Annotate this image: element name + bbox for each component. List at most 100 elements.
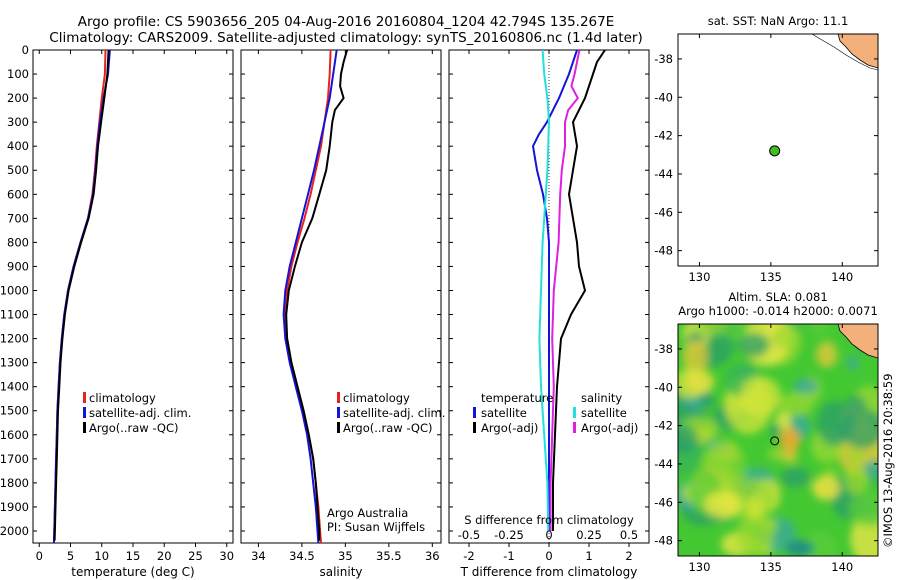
difference-xtick-label: -2 xyxy=(463,549,474,563)
legend-temperature: climatology satellite-adj. clim. Argo(..… xyxy=(83,391,191,435)
depth-tick-label: 700 xyxy=(7,211,29,225)
sla-blob xyxy=(768,447,785,461)
credit-imos: ©IMOS 13-Aug-2016 20:38:59 xyxy=(881,373,895,548)
salinity-diff-tick-label: -0.5 xyxy=(458,528,480,542)
sla-blob xyxy=(809,324,830,335)
legend-label-t-argo: Argo(-adj) xyxy=(481,421,538,435)
sla-blob xyxy=(699,393,716,408)
map-top-ytick-label: -46 xyxy=(654,205,673,219)
map-top-land xyxy=(837,34,878,69)
map-bottom-axes: 130 135 140 -38 -40 -42 -44 -46 -48 xyxy=(654,324,878,574)
difference-series-3 xyxy=(549,50,581,531)
map-top-contour xyxy=(811,34,878,71)
map-top-xtick-label: 140 xyxy=(831,270,853,284)
map-bottom-title1: Altim. SLA: 0.081 xyxy=(728,290,827,304)
sla-blob xyxy=(732,458,748,475)
depth-tick-label: 200 xyxy=(7,91,29,105)
sla-blob xyxy=(693,324,729,336)
map-bottom-xtick-label: 135 xyxy=(760,560,782,574)
sla-blob xyxy=(843,465,869,495)
salinity-xtick-label: 34.5 xyxy=(289,549,315,563)
legend-swatch-climatology xyxy=(83,392,86,403)
sla-blob xyxy=(736,510,774,556)
map-top-float xyxy=(769,145,781,157)
map-bottom-xtick-label: 140 xyxy=(831,560,853,574)
sla-blob-high xyxy=(780,428,800,452)
legend-title-salinity: salinity xyxy=(581,391,622,405)
map-bottom-ytick-label: -44 xyxy=(654,457,673,471)
map-bottom-ytick-label: -42 xyxy=(654,419,673,433)
depth-tick-label: 1500 xyxy=(0,404,29,418)
header-line2: Climatology: CARS2009. Satellite-adjuste… xyxy=(49,30,642,46)
sla-blob xyxy=(780,467,811,488)
map-top-ytick-label: -48 xyxy=(654,244,673,258)
temperature-series-2 xyxy=(53,50,110,541)
sla-blob-high xyxy=(812,476,840,500)
sla-blob xyxy=(739,376,782,417)
map-top-axes: 130 135 140 -38 -40 -42 -44 -46 -48 xyxy=(654,34,878,284)
sla-blob xyxy=(769,423,782,438)
depth-tick-label: 0 xyxy=(22,43,29,57)
temperature-series-0 xyxy=(52,50,107,543)
difference-xtick-label: 2 xyxy=(625,549,632,563)
legend-title-temperature: temperature xyxy=(481,391,553,405)
difference-xlabel: T difference from climatology xyxy=(460,565,638,579)
map-top-ytick-label: -38 xyxy=(654,52,673,66)
temperature-xtick-label: 30 xyxy=(219,549,234,563)
temperature-xlabel: temperature (deg C) xyxy=(71,565,194,579)
argo-float-marker xyxy=(769,145,781,157)
difference-xtick-label: 1 xyxy=(585,549,592,563)
legend-swatch-s-satellite xyxy=(573,407,576,418)
temperature-xtick-label: 10 xyxy=(94,549,109,563)
difference-xtick-label: -1 xyxy=(503,549,514,563)
salinity-diff-tick-label: 0.25 xyxy=(576,528,602,542)
legend-label-climatology: climatology xyxy=(343,391,410,405)
credit-pi: PI: Susan Wijffels xyxy=(327,520,425,534)
legend-differences: temperature salinity satellite Argo(-adj… xyxy=(473,391,638,435)
salinity-series-1 xyxy=(282,50,338,543)
credit-org: Argo Australia xyxy=(327,506,408,520)
salinity-axes: 34 34.5 35 35.5 36 xyxy=(241,49,441,563)
difference-plot xyxy=(532,50,606,543)
salinity-diff-tick-label: 0 xyxy=(545,528,552,542)
salinity-plot xyxy=(282,50,349,543)
salinity-xtick-label: 34 xyxy=(251,549,266,563)
depth-tick-label: 1000 xyxy=(0,283,29,297)
map-top-xtick-label: 130 xyxy=(688,270,710,284)
temperature-xtick-label: 15 xyxy=(126,549,141,563)
map-bottom-ytick-label: -40 xyxy=(654,380,673,394)
temperature-axes: 0100200300400500600700800900100011001200… xyxy=(0,43,234,563)
legend-label-satellite: satellite-adj. clim. xyxy=(89,406,191,420)
sla-blob xyxy=(720,324,749,341)
salinity-xlabel: salinity xyxy=(319,565,362,579)
temperature-xtick-label: 0 xyxy=(36,549,43,563)
legend-swatch-climatology xyxy=(337,392,340,403)
depth-tick-label: 300 xyxy=(7,115,29,129)
map-bottom-ytick-label: -48 xyxy=(654,534,673,548)
legend-swatch-t-argo xyxy=(473,422,476,433)
difference-xlabel-top: S difference from climatology xyxy=(464,513,634,527)
depth-tick-label: 800 xyxy=(7,235,29,249)
depth-tick-label: 1600 xyxy=(0,428,29,442)
depth-tick-label: 1100 xyxy=(0,308,29,322)
sla-blob xyxy=(778,392,814,416)
sla-blob xyxy=(678,424,698,454)
difference-xtick-label: 0 xyxy=(545,549,552,563)
map-top-frame xyxy=(677,33,879,267)
depth-tick-label: 100 xyxy=(7,67,29,81)
temperature-plot xyxy=(52,50,111,543)
depth-tick-label: 1800 xyxy=(0,476,29,490)
salinity-diff-tick-label: -0.25 xyxy=(494,528,524,542)
sla-blob xyxy=(771,325,801,347)
map-top-ytick-label: -40 xyxy=(654,90,673,104)
temperature-xtick-label: 25 xyxy=(188,549,203,563)
sla-blob xyxy=(849,450,865,462)
depth-tick-label: 2000 xyxy=(0,524,29,538)
legend-label-argo: Argo(..raw -QC) xyxy=(343,421,433,435)
depth-tick-label: 1300 xyxy=(0,356,29,370)
difference-axes: -2 -1 0 1 2 -0.5 -0.25 0 0.25 0.5 xyxy=(449,49,649,563)
sla-blob xyxy=(781,448,798,464)
sla-blob xyxy=(745,496,764,519)
difference-series-2 xyxy=(538,50,550,532)
